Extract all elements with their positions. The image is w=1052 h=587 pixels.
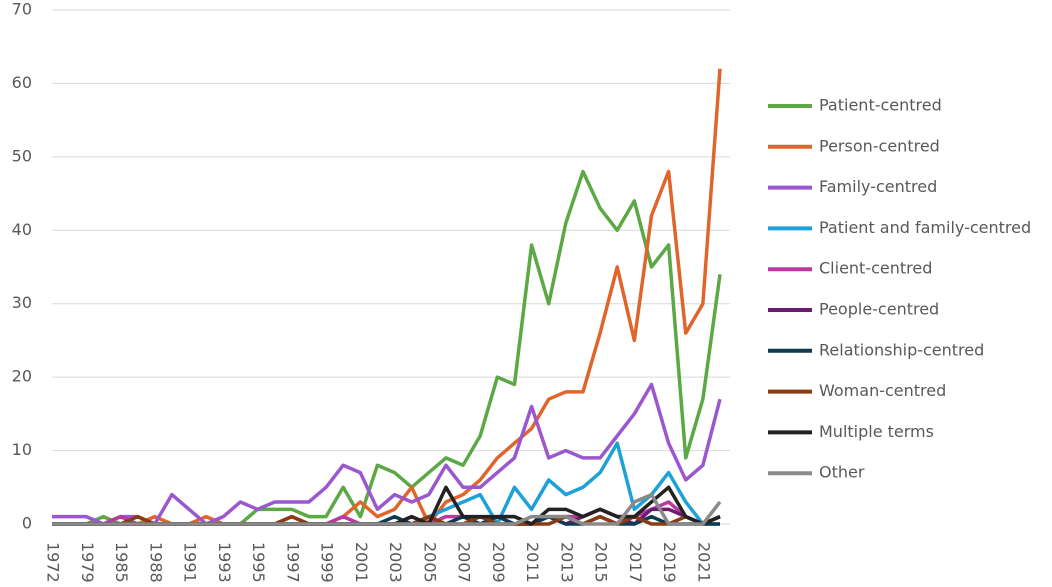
x-tick-label: 1997 — [283, 542, 302, 583]
x-tick-label: 2021 — [694, 542, 713, 583]
y-tick-label: 70 — [12, 0, 32, 19]
legend-label: Multiple terms — [819, 422, 934, 441]
y-tick-label: 10 — [12, 440, 32, 459]
series-line — [52, 382, 722, 526]
legend-label: Person-centred — [819, 136, 940, 155]
x-tick-label: 2007 — [455, 542, 474, 583]
x-tick-label: 1995 — [249, 542, 268, 583]
y-tick-label: 30 — [12, 293, 32, 312]
y-tick-label: 60 — [12, 73, 32, 92]
x-tick-label: 2009 — [489, 542, 508, 583]
legend-label: Woman-centred — [819, 381, 946, 400]
y-tick-label: 40 — [12, 220, 32, 239]
legend-label: Patient-centred — [819, 96, 942, 115]
x-tick-label: 1988 — [146, 542, 165, 583]
series-line — [52, 169, 722, 526]
x-tick-label: 1972 — [44, 542, 63, 583]
legend-label: Client-centred — [819, 259, 932, 278]
series-line — [52, 492, 722, 526]
y-tick-label: 20 — [12, 367, 32, 386]
x-tick-label: 2011 — [523, 542, 542, 583]
x-tick-label: 2013 — [557, 542, 576, 583]
legend-label: Relationship-centred — [819, 340, 984, 359]
x-tick-label: 1999 — [318, 542, 337, 583]
legend-label: Other — [819, 463, 865, 482]
x-tick-label: 2015 — [592, 542, 611, 583]
x-tick-label: 1979 — [78, 542, 97, 583]
x-tick-label: 2003 — [386, 542, 405, 583]
legend-label: Patient and family-centred — [819, 218, 1031, 237]
legend-label: People-centred — [819, 300, 939, 319]
series-line — [52, 68, 722, 526]
x-tick-label: 2019 — [660, 542, 679, 583]
x-tick-label: 2005 — [420, 542, 439, 583]
y-tick-label: 0 — [22, 514, 32, 533]
x-tick-label: 2001 — [352, 542, 371, 583]
x-tick-label: 1991 — [181, 542, 200, 583]
x-tick-label: 1985 — [112, 542, 131, 583]
legend-label: Family-centred — [819, 177, 937, 196]
x-tick-label: 2017 — [626, 542, 645, 583]
x-tick-label: 1993 — [215, 542, 234, 583]
y-tick-label: 50 — [12, 146, 32, 165]
